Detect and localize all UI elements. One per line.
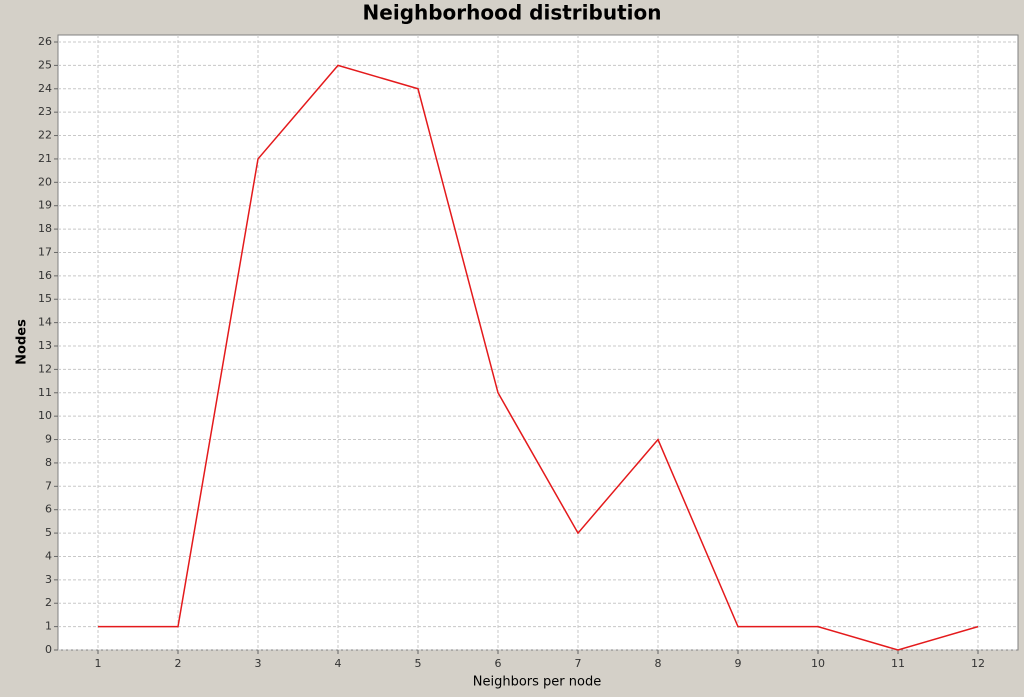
y-tick-label: 8 <box>45 456 52 469</box>
x-tick-label: 11 <box>891 657 905 670</box>
y-tick-label: 22 <box>38 129 52 142</box>
y-tick-label: 26 <box>38 35 52 48</box>
y-tick-label: 1 <box>45 620 52 633</box>
y-tick-label: 6 <box>45 503 52 516</box>
y-tick-label: 17 <box>38 245 52 258</box>
y-tick-label: 20 <box>38 175 52 188</box>
y-tick-label: 15 <box>38 292 52 305</box>
x-tick-label: 1 <box>95 657 102 670</box>
y-tick-label: 18 <box>38 222 52 235</box>
x-tick-label: 5 <box>415 657 422 670</box>
y-tick-label: 4 <box>45 549 52 562</box>
x-tick-label: 7 <box>575 657 582 670</box>
y-tick-label: 12 <box>38 362 52 375</box>
plot-area <box>57 34 1019 651</box>
y-tick-label: 5 <box>45 526 52 539</box>
y-tick-label: 7 <box>45 479 52 492</box>
x-tick-label: 6 <box>495 657 502 670</box>
x-tick-label: 12 <box>971 657 985 670</box>
y-tick-label: 23 <box>38 105 52 118</box>
y-tick-label: 10 <box>38 409 52 422</box>
y-tick-label: 14 <box>38 316 52 329</box>
x-tick-label: 8 <box>655 657 662 670</box>
x-tick-label: 9 <box>735 657 742 670</box>
y-tick-label: 0 <box>45 643 52 656</box>
x-tick-label: 10 <box>811 657 825 670</box>
y-tick-label: 25 <box>38 58 52 71</box>
y-tick-label: 24 <box>38 82 52 95</box>
data-line <box>98 64 979 651</box>
x-tick-label: 2 <box>175 657 182 670</box>
y-tick-label: 21 <box>38 152 52 165</box>
y-axis-label: Nodes <box>15 319 30 365</box>
y-tick-label: 19 <box>38 199 52 212</box>
chart-title: Neighborhood distribution <box>363 1 662 25</box>
y-tick-label: 16 <box>38 269 52 282</box>
y-tick-label: 2 <box>45 596 52 609</box>
y-tick-label: 11 <box>38 386 52 399</box>
x-tick-label: 4 <box>335 657 342 670</box>
y-tick-label: 13 <box>38 339 52 352</box>
x-tick-label: 3 <box>255 657 262 670</box>
x-axis-label: Neighbors per node <box>473 675 601 690</box>
y-tick-label: 3 <box>45 573 52 586</box>
y-tick-label: 9 <box>45 433 52 446</box>
